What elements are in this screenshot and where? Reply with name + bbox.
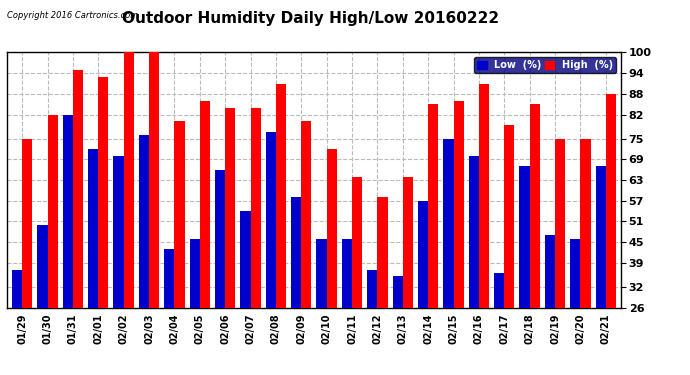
Bar bbox=[240, 211, 250, 375]
Bar bbox=[124, 53, 134, 375]
Bar bbox=[367, 270, 377, 375]
Bar bbox=[215, 170, 225, 375]
Bar bbox=[479, 84, 489, 375]
Legend: Low  (%), High  (%): Low (%), High (%) bbox=[474, 57, 616, 73]
Bar bbox=[326, 149, 337, 375]
Bar bbox=[377, 197, 388, 375]
Bar bbox=[276, 84, 286, 375]
Bar bbox=[453, 101, 464, 375]
Bar bbox=[12, 270, 22, 375]
Bar bbox=[149, 53, 159, 375]
Bar bbox=[580, 139, 591, 375]
Bar bbox=[418, 201, 428, 375]
Bar bbox=[444, 139, 453, 375]
Bar bbox=[139, 135, 149, 375]
Text: Outdoor Humidity Daily High/Low 20160222: Outdoor Humidity Daily High/Low 20160222 bbox=[122, 11, 499, 26]
Bar bbox=[266, 132, 276, 375]
Bar bbox=[428, 104, 438, 375]
Bar bbox=[352, 177, 362, 375]
Bar bbox=[175, 122, 184, 375]
Bar bbox=[73, 70, 83, 375]
Bar bbox=[494, 273, 504, 375]
Bar bbox=[225, 108, 235, 375]
Bar bbox=[190, 238, 200, 375]
Bar bbox=[113, 156, 124, 375]
Bar bbox=[545, 235, 555, 375]
Bar bbox=[98, 76, 108, 375]
Bar bbox=[37, 225, 48, 375]
Bar bbox=[606, 94, 616, 375]
Bar bbox=[250, 108, 261, 375]
Bar bbox=[63, 114, 73, 375]
Bar bbox=[555, 139, 565, 375]
Text: Copyright 2016 Cartronics.com: Copyright 2016 Cartronics.com bbox=[7, 11, 138, 20]
Bar bbox=[520, 166, 530, 375]
Bar bbox=[200, 101, 210, 375]
Bar bbox=[393, 276, 403, 375]
Bar bbox=[504, 125, 515, 375]
Bar bbox=[317, 238, 326, 375]
Bar bbox=[164, 249, 175, 375]
Bar bbox=[291, 197, 302, 375]
Bar bbox=[342, 238, 352, 375]
Bar bbox=[530, 104, 540, 375]
Bar bbox=[403, 177, 413, 375]
Bar bbox=[302, 122, 311, 375]
Bar bbox=[88, 149, 98, 375]
Bar bbox=[595, 166, 606, 375]
Bar bbox=[570, 238, 580, 375]
Bar bbox=[48, 114, 58, 375]
Bar bbox=[469, 156, 479, 375]
Bar bbox=[22, 139, 32, 375]
